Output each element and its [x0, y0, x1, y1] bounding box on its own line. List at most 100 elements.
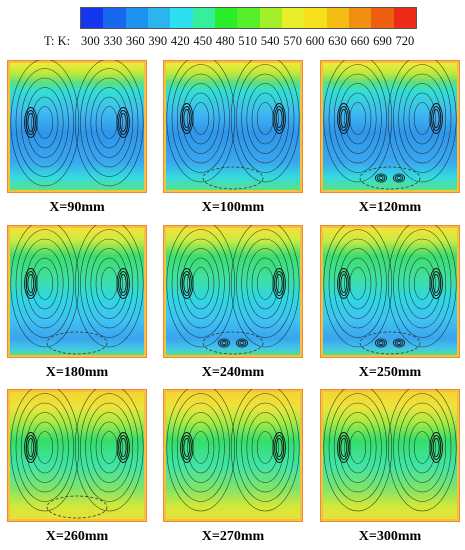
vortex-core-ring — [431, 435, 442, 460]
streamline-loop — [241, 238, 290, 329]
colorbar-swatch — [281, 8, 305, 28]
streamline-loop — [236, 393, 295, 502]
streamlines — [166, 389, 300, 512]
bottom-eddies — [375, 338, 406, 348]
vortex-core-ring — [116, 268, 130, 299]
vortex-cores — [180, 268, 286, 299]
panel-caption: X=100mm — [201, 200, 265, 215]
highlight-ellipse — [359, 331, 421, 355]
streamline-loop — [323, 60, 393, 183]
streamline-loop — [408, 92, 436, 145]
vortex-core-ring — [24, 107, 38, 138]
temperature-field — [10, 392, 144, 519]
vortex-core-ring — [118, 435, 129, 460]
eddy-ring — [376, 339, 386, 347]
eddy-ring — [394, 339, 404, 347]
vortex-core-ring — [25, 435, 36, 460]
vortex-core-ring — [431, 106, 442, 131]
vortex-core-ring — [272, 268, 286, 299]
vortex-core-ring — [337, 268, 351, 299]
streamline-loop — [10, 389, 80, 512]
streamline-loop — [241, 402, 290, 493]
colorbar-tick-label: 390 — [148, 34, 168, 48]
eddy-ring — [393, 173, 406, 183]
streamline-loop — [393, 64, 452, 173]
streamline-loop — [166, 225, 236, 348]
eddy-ring — [239, 341, 245, 345]
streamline-loop — [251, 421, 279, 474]
panel-caption: X=90mm — [49, 200, 105, 215]
streamline-loop — [333, 402, 382, 493]
colorbar-labels: T: K: 300 330 360 390 420 450 480 510 540 570 600 6… — [0, 34, 465, 50]
vortex-core-ring — [180, 432, 194, 463]
panel-caption: X=240mm — [201, 365, 265, 380]
streamline-loop — [176, 73, 225, 164]
vortex-core-ring — [340, 274, 348, 293]
vortex-core-ring — [432, 274, 440, 293]
colorbar-swatch — [192, 8, 215, 28]
streamline-loop — [20, 77, 69, 168]
streamline-loop — [15, 229, 74, 338]
bottom-eddies — [218, 338, 249, 348]
streamline-loop — [85, 238, 134, 329]
temperature-field — [323, 392, 457, 519]
streamline-loop — [31, 421, 59, 474]
streamline-loop — [323, 225, 393, 348]
vortex-core-ring — [431, 271, 442, 296]
temperature-panel — [7, 60, 147, 193]
streamline-loop — [10, 225, 80, 348]
eddy-ring — [236, 338, 249, 348]
eddy-ring — [393, 338, 406, 348]
streamline-loop — [176, 238, 225, 329]
colorbar-unit-label: T: K: — [44, 34, 71, 48]
panel-outline — [163, 225, 303, 358]
colorbar-swatch — [348, 8, 372, 28]
temperature-field — [166, 63, 300, 190]
panel-caption: X=180mm — [45, 365, 109, 380]
streamline-loop — [323, 389, 393, 512]
streamline-loop — [408, 421, 436, 474]
temperature-panel — [320, 389, 460, 522]
vortex-core-ring — [27, 113, 35, 132]
panel-caption: X=120mm — [358, 200, 422, 215]
vortex-core-ring — [429, 103, 443, 134]
colorbar-swatch — [81, 8, 104, 28]
colorbar-tick-label: 480 — [215, 34, 235, 48]
panel-caption: X=270mm — [201, 529, 265, 544]
vortex-core-ring — [274, 271, 285, 296]
streamline-loop — [387, 389, 457, 512]
streamline-loop — [328, 393, 387, 502]
panel-outline — [163, 389, 303, 522]
eddy-ring — [376, 174, 386, 182]
streamlines — [323, 225, 457, 348]
highlight-ellipse — [46, 495, 108, 519]
temperature-field — [10, 228, 144, 355]
vortex-cores — [180, 432, 286, 463]
panel-outline — [7, 60, 147, 193]
streamline-loop — [344, 92, 372, 145]
streamline-loop — [344, 421, 372, 474]
vortex-core-ring — [119, 438, 127, 457]
colorbar-swatch — [237, 8, 260, 28]
streamline-loop — [236, 229, 295, 338]
colorbar-swatch — [393, 8, 416, 28]
vortex-core-ring — [25, 110, 36, 135]
panel-outline — [320, 60, 460, 193]
colorbar-tick-label: 660 — [350, 34, 370, 48]
vortex-core-ring — [183, 438, 191, 457]
streamline-loop — [236, 64, 295, 173]
streamline-loop — [230, 225, 300, 348]
streamline-loop — [187, 92, 215, 145]
colorbar-tick-label: 600 — [305, 34, 325, 48]
temperature-panel — [163, 225, 303, 358]
bottom-eddies — [375, 173, 406, 183]
panel-outline — [163, 60, 303, 193]
streamline-loop — [398, 73, 447, 164]
vortex-core-ring — [25, 271, 36, 296]
eddy-ring — [378, 341, 384, 345]
vortex-core-ring — [272, 103, 286, 134]
eddy-ring — [375, 173, 388, 183]
vortex-core-ring — [116, 432, 130, 463]
colorbar-tick-label: 720 — [395, 34, 415, 48]
vortex-core-ring — [181, 435, 192, 460]
